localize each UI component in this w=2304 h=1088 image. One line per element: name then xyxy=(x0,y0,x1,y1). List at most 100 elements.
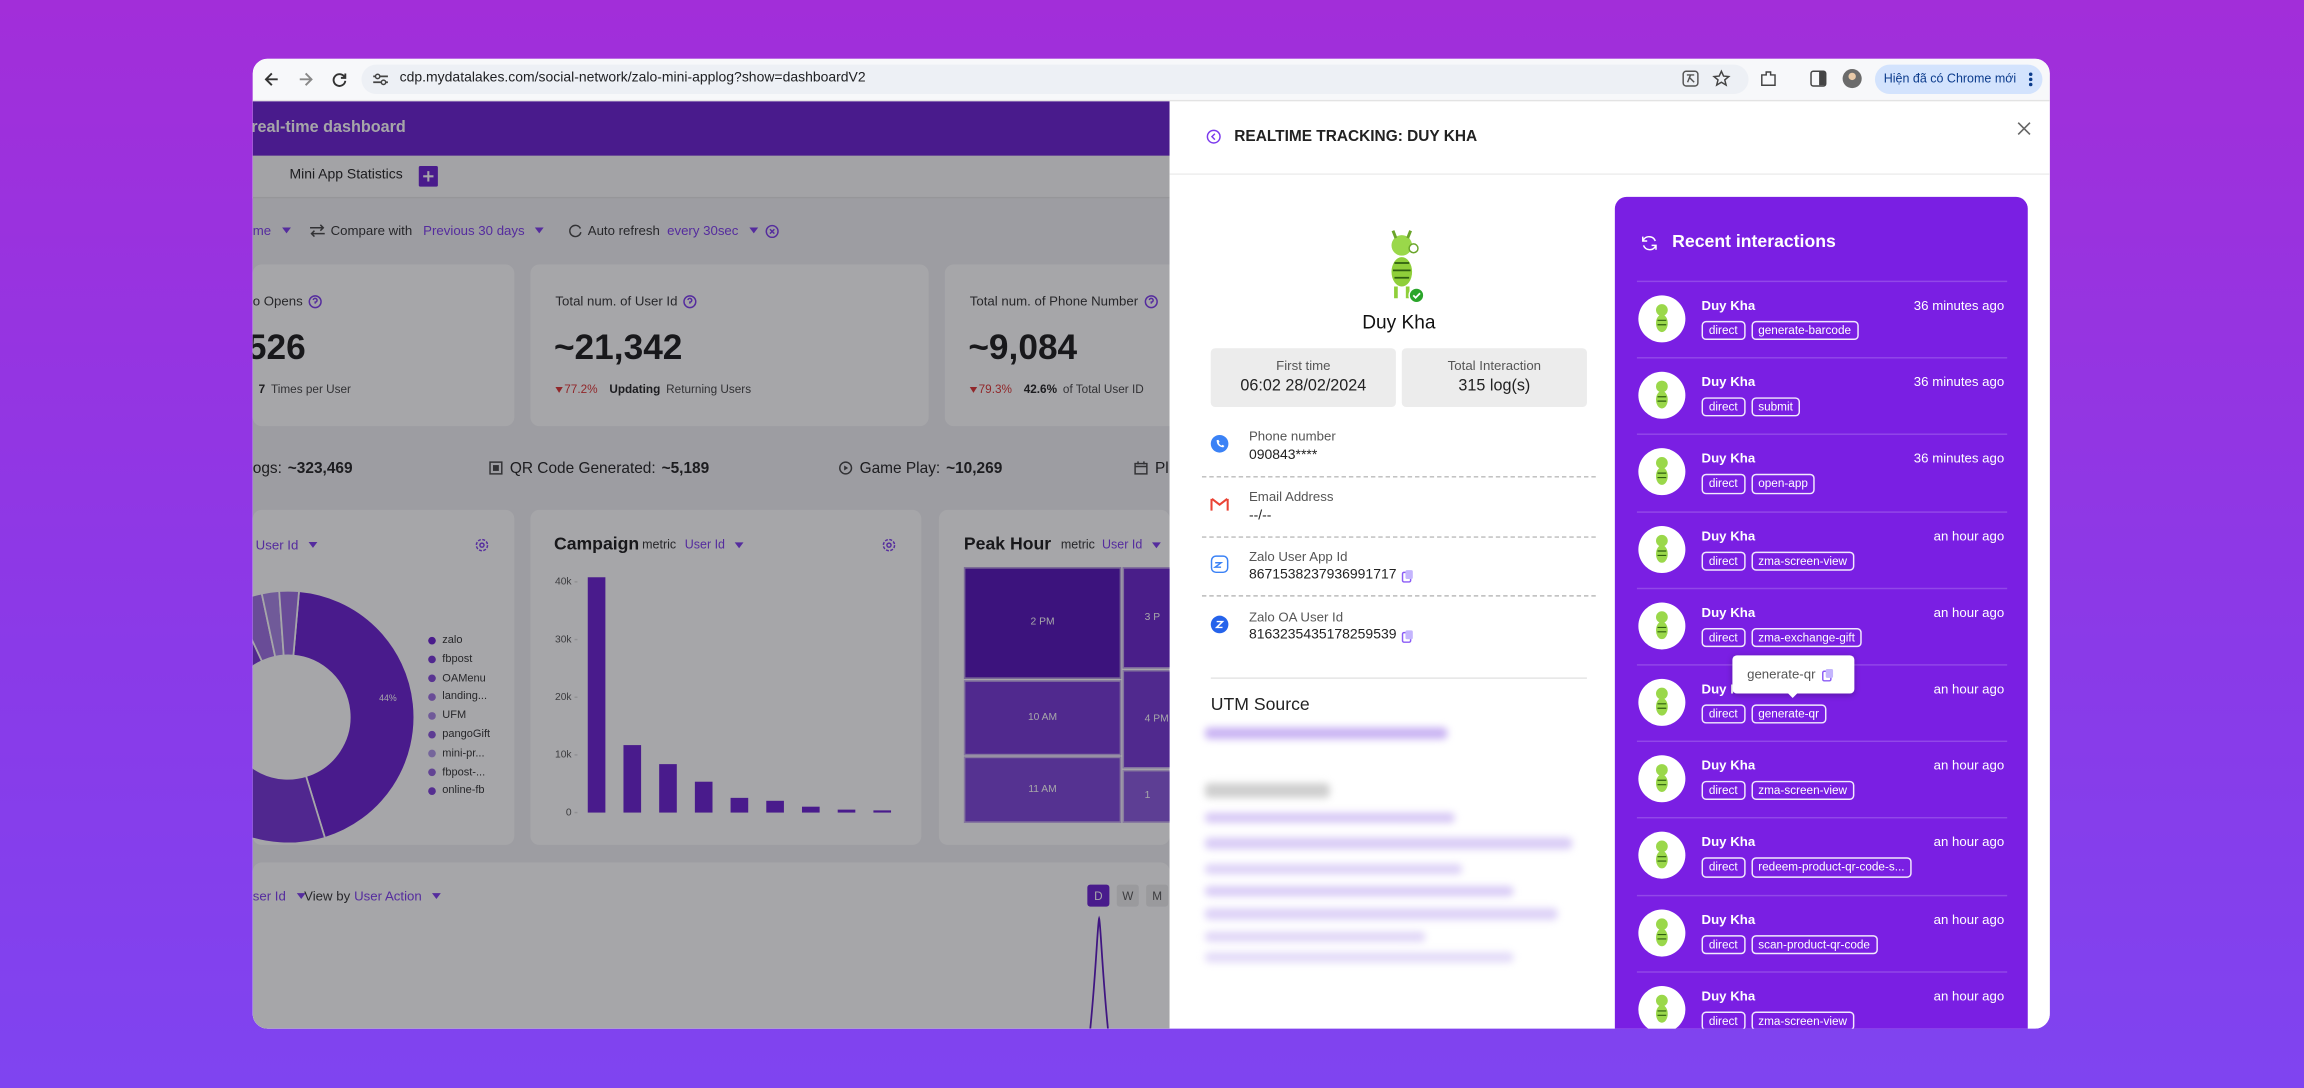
item-time: 36 minutes ago xyxy=(1913,298,2005,313)
item-name[interactable]: Duy Kha xyxy=(1701,834,1756,850)
item-tags: direct open-app xyxy=(1701,474,1816,494)
item-tags: direct generate-qr xyxy=(1701,704,1827,724)
copy-icon[interactable] xyxy=(1402,569,1414,583)
legend-label: zalo xyxy=(442,632,463,647)
peak-metric[interactable]: User Id xyxy=(1102,536,1162,552)
bookmark-star[interactable] xyxy=(1712,69,1731,87)
close-button[interactable] xyxy=(2017,122,2031,136)
forward-button[interactable] xyxy=(298,72,313,87)
help-icon[interactable] xyxy=(683,294,697,308)
item-time: an hour ago xyxy=(1933,988,2005,1004)
blurred-content xyxy=(1204,908,1558,920)
item-avatar xyxy=(1638,295,1686,343)
add-tab-button[interactable] xyxy=(418,166,438,187)
channel-tag: direct xyxy=(1701,627,1745,648)
panel-header-border xyxy=(1169,173,2050,175)
back-button[interactable] xyxy=(264,72,279,87)
help-icon[interactable] xyxy=(1144,294,1158,308)
legend-dot xyxy=(428,768,436,777)
item-tags: direct zma-screen-view xyxy=(1701,781,1855,801)
timeline-metric[interactable]: ser Id xyxy=(253,889,305,904)
help-icon[interactable] xyxy=(308,294,322,308)
period-label[interactable]: M xyxy=(1152,888,1163,903)
view-value[interactable]: User Action xyxy=(354,888,422,904)
range-value[interactable]: me xyxy=(252,223,272,238)
item-avatar xyxy=(1638,755,1686,803)
channel-tag: direct xyxy=(1701,857,1745,878)
settings-icon[interactable] xyxy=(882,538,897,553)
settings-icon[interactable] xyxy=(475,538,490,553)
treemap-label: 2 PM xyxy=(1030,617,1055,628)
period-button[interactable]: D xyxy=(1087,884,1110,907)
item-name[interactable]: Duy Kha xyxy=(1701,988,1756,1004)
item-name[interactable]: Duy Kha xyxy=(1701,528,1756,543)
range-filter[interactable]: me xyxy=(252,223,291,238)
compare-filter[interactable]: Previous 30 days xyxy=(423,223,544,238)
campaign-metric-value[interactable]: User Id xyxy=(684,536,726,552)
refresh-filter[interactable]: every 30sec xyxy=(667,223,758,238)
period-button[interactable]: M xyxy=(1146,884,1169,907)
url[interactable]: cdp.mydatalakes.com/social-network/zalo-… xyxy=(399,69,866,87)
reload-button[interactable] xyxy=(332,72,347,87)
stat-value: ~323,469 xyxy=(287,459,353,478)
item-name[interactable]: Duy Kha xyxy=(1701,604,1756,620)
chrome-update-label[interactable]: Hiện đã có Chrome mới xyxy=(1883,70,2017,86)
item-divider xyxy=(1636,894,2008,896)
recent-refresh-icon[interactable] xyxy=(1641,235,1657,251)
chrome-update-button[interactable]: Hiện đã có Chrome mới xyxy=(1874,64,2043,95)
donut-slice xyxy=(278,589,300,657)
item-name[interactable]: Duy Kha xyxy=(1701,451,1756,467)
field-value-text: --/-- xyxy=(1248,507,1272,524)
item-name[interactable]: Duy Kha xyxy=(1701,374,1756,390)
site-info-icon xyxy=(373,73,388,86)
timeline-metric-value[interactable]: ser Id xyxy=(252,888,286,904)
profile-avatar[interactable] xyxy=(1842,69,1862,89)
refresh-label: Auto refresh xyxy=(587,223,660,238)
peak-metric-value[interactable]: User Id xyxy=(1102,536,1143,552)
dashboard-tab[interactable]: Mini App Statistics xyxy=(289,166,403,183)
field-label: Zalo User App Id xyxy=(1248,549,1348,564)
treemap-label: 3 P xyxy=(1144,611,1161,623)
translate-icon[interactable] xyxy=(1682,70,1699,87)
panel-back-icon[interactable] xyxy=(1206,129,1221,144)
menu-dots[interactable] xyxy=(2028,72,2034,87)
side-panel-icon[interactable] xyxy=(1810,70,1827,87)
field-icon xyxy=(1210,498,1229,511)
address-bar[interactable] xyxy=(361,64,1749,95)
item-name[interactable]: Duy Kha xyxy=(1701,911,1756,927)
browser-window: cdp.mydatalakes.com/social-network/zalo-… xyxy=(252,58,2050,1029)
dropdown-caret xyxy=(748,227,758,234)
campaign-metric[interactable]: User Id xyxy=(684,536,745,552)
field-value: --/-- xyxy=(1248,507,1272,525)
dashboard-title: real-time dashboard xyxy=(252,118,406,137)
item-avatar xyxy=(1638,525,1686,573)
field-label: Zalo OA User Id xyxy=(1248,609,1344,625)
profile-stat-box xyxy=(1401,348,1587,408)
period-label[interactable]: W xyxy=(1122,888,1134,903)
item-avatar xyxy=(1638,448,1686,496)
source-metric[interactable]: User Id xyxy=(256,538,318,553)
item-divider xyxy=(1636,357,2008,359)
period-button[interactable]: W xyxy=(1116,884,1139,907)
refresh-value[interactable]: every 30sec xyxy=(667,223,739,238)
period-label[interactable]: D xyxy=(1094,888,1103,903)
channel-tag: direct xyxy=(1701,551,1745,571)
refresh-clear[interactable] xyxy=(765,224,779,239)
view-filter[interactable]: User Action xyxy=(354,889,441,904)
blurred-content xyxy=(1204,812,1455,823)
y-tick-label: 30k xyxy=(555,634,572,645)
blurred-content xyxy=(1204,864,1463,875)
legend-label: pangoGift xyxy=(442,726,491,741)
item-name[interactable]: Duy Kha xyxy=(1701,298,1756,313)
item-name[interactable]: Duy Kha xyxy=(1701,758,1756,773)
channel-tag: direct xyxy=(1701,934,1745,954)
legend-label: UFM xyxy=(442,708,467,722)
copy-icon[interactable] xyxy=(1821,668,1833,682)
extensions-icon[interactable] xyxy=(1760,71,1776,87)
compare-value[interactable]: Previous 30 days xyxy=(423,223,525,238)
copy-icon[interactable] xyxy=(1402,630,1414,643)
item-time: an hour ago xyxy=(1933,758,2005,773)
refresh-icon xyxy=(569,224,582,238)
source-metric-value[interactable]: User Id xyxy=(255,537,299,553)
